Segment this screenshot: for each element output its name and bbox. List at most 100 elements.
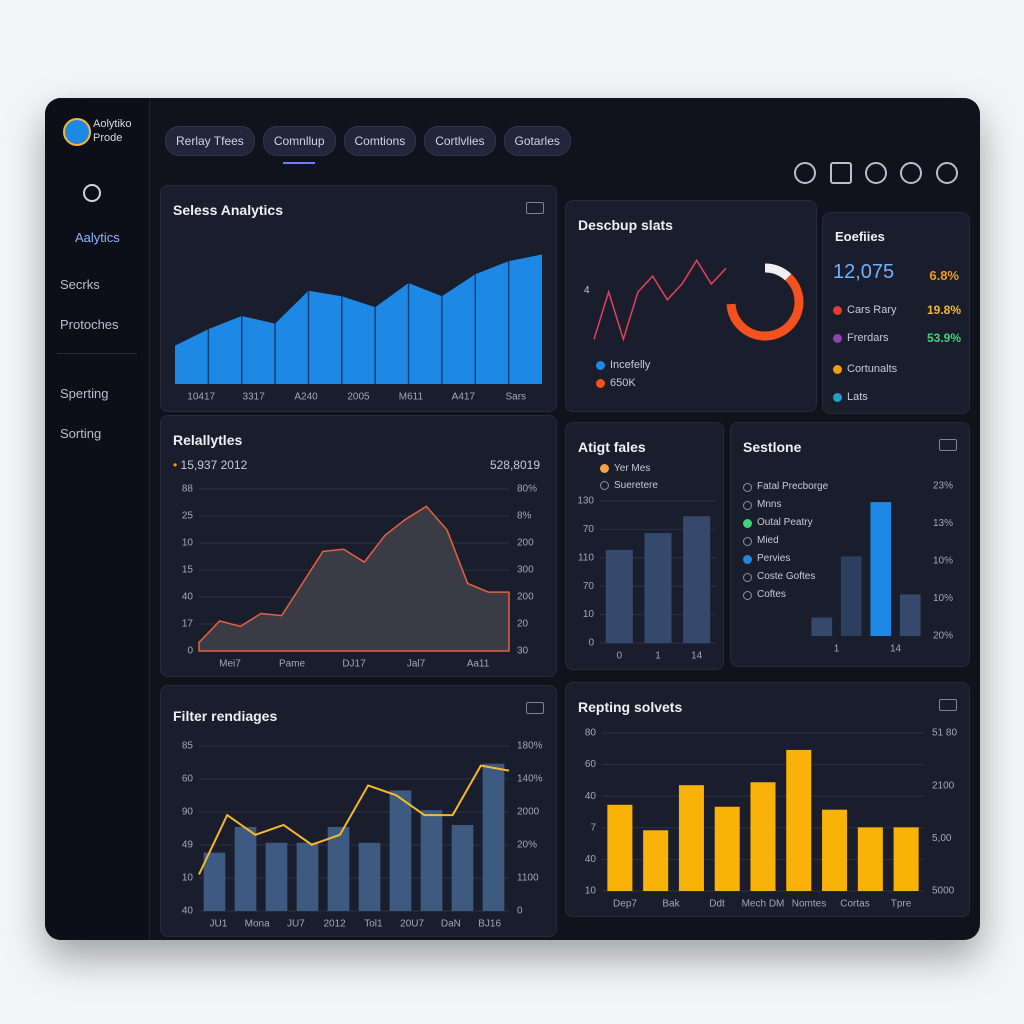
bar (811, 617, 833, 636)
axis-label: 2000 (517, 807, 540, 818)
axis-label: 80% (517, 484, 537, 495)
x-tick-label: BJ16 (478, 919, 501, 930)
tab[interactable]: Rerlay Tfees (165, 126, 255, 156)
panel-menu[interactable] (939, 439, 957, 451)
gauge-cap (726, 263, 804, 341)
axis-label: 13% (933, 518, 953, 529)
axis-label: 200 (517, 592, 534, 603)
legend-swatch (743, 590, 752, 600)
panel: Relallytles • 15,937 2012 528,8019 88 25 1… (160, 415, 557, 677)
panel: Atigt fales Yer Mes Sueretere 130 70 110 70 1… (565, 422, 724, 670)
legend-swatch (600, 464, 609, 473)
legend: Incefelly 650K (596, 359, 650, 395)
bullet: • (173, 458, 181, 472)
x-tick-label: Cortas (840, 899, 869, 910)
x-tick-label: Bak (662, 899, 680, 910)
bar (607, 804, 633, 891)
panel-menu[interactable] (939, 699, 957, 711)
calendar-icon[interactable] (830, 162, 852, 184)
x-tick-label: 10417 (187, 392, 215, 403)
axis-label: 10% (933, 593, 953, 604)
legend-item: Yer Mes (600, 463, 658, 474)
legend-item: Pervies (743, 553, 828, 565)
bar (296, 842, 319, 911)
x-tick-label: 2005 (347, 392, 370, 403)
area (198, 505, 510, 652)
x-tick-label: 2012 (324, 919, 347, 930)
x-tick-label: Dep7 (613, 899, 637, 910)
menu-item[interactable]: Aalytics (75, 230, 120, 245)
panel-menu[interactable] (526, 702, 544, 714)
menu-item[interactable]: Secrks (60, 277, 100, 292)
legend-item: Sueretere (600, 480, 658, 491)
kpi-value: 12,075 (833, 261, 895, 283)
bar (857, 827, 883, 891)
logo-subtitle: Prode (93, 132, 123, 144)
legend-label: Coftes (757, 589, 786, 600)
chart: 130 70 110 70 10 0 0 1 14 (577, 496, 716, 662)
bar (265, 842, 288, 911)
axis-label: 85 (182, 741, 194, 752)
axis-label: 0 (187, 646, 193, 657)
axis-label: 110 (578, 552, 594, 563)
legend-label: Pervies (757, 553, 791, 564)
user-icon[interactable] (865, 162, 887, 184)
panel-title: Filter rendiages (173, 708, 278, 724)
menu-item[interactable]: Protoches (60, 317, 119, 332)
legend-swatch (600, 481, 609, 490)
x-tick-label: Mech DM (742, 899, 785, 910)
menu-item[interactable]: Sperting (60, 386, 109, 401)
x-tick-label: 1 (834, 644, 840, 655)
tab[interactable]: Gotarles (503, 126, 571, 156)
legend-swatch (743, 554, 752, 564)
x-tick-label: DaN (441, 919, 461, 930)
axis-label: 40 (585, 791, 597, 802)
pin-icon[interactable] (936, 162, 958, 184)
x-tick-label: Mona (245, 919, 270, 930)
axis-label: 130 (577, 496, 594, 507)
legend-swatch (596, 360, 605, 370)
axis-label: 60 (182, 774, 194, 785)
legend-label: Fatal Precborge (757, 481, 829, 492)
axis-label: 200 (517, 538, 534, 549)
bar (605, 549, 633, 643)
axis-label: 60 (585, 759, 597, 770)
kpi-change: 6.8% (929, 268, 959, 283)
bar (750, 782, 776, 891)
legend-label: Coste Goftes (757, 571, 816, 582)
tab[interactable]: Comnllup (262, 126, 336, 156)
legend-label: Outal Peatry (757, 517, 813, 528)
chart: 85 60 90 49 10 40 180% 140% 2000 20% 1100 0 JU1 Mona J… (182, 741, 543, 930)
search-icon[interactable] (794, 162, 816, 184)
panel: Descbup slats 4 Incefelly 650K (565, 200, 817, 412)
legend: Yer Mes Sueretere (600, 463, 658, 497)
tab[interactable]: Cortlvlies (424, 126, 496, 156)
x-tick-label: 20U7 (400, 919, 424, 930)
bar (420, 810, 443, 911)
panel-title: Repting solvets (578, 699, 683, 715)
logo-title: Aolytiko (93, 118, 132, 130)
panel-menu[interactable] (526, 202, 544, 214)
x-tick-label: M611 (399, 392, 424, 403)
axis-label: 0 (517, 906, 523, 917)
panel-title: Descbup slats (578, 217, 673, 233)
chart: 80 60 40 7 40 10 51 80 2100 5,00 5000 Dep7 Bak Ddt Me… (585, 728, 958, 910)
panel: Seless Analytics 10417 3317 A240 2005 M611 A4… (160, 185, 557, 412)
axis-label: 7 (590, 822, 596, 833)
axis-label: 8% (517, 511, 532, 522)
tab[interactable]: Comtions (343, 126, 417, 156)
axis-label: 49 (182, 840, 194, 851)
legend-item: Outal Peatry (743, 517, 828, 529)
panel-title: Eoefiies (835, 229, 885, 244)
menu-item[interactable]: Sorting (60, 426, 102, 441)
x-tick-label: A240 (294, 392, 318, 403)
axis-label: 20% (933, 631, 953, 642)
line (593, 258, 727, 342)
settings-icon[interactable] (900, 162, 922, 184)
settings-icon[interactable] (83, 184, 101, 202)
bar (840, 556, 862, 636)
stat-swatch (833, 364, 842, 374)
x-tick-label: 3317 (243, 392, 266, 403)
axis-label: 10% (933, 556, 953, 567)
legend-item: Mnns (743, 499, 828, 511)
